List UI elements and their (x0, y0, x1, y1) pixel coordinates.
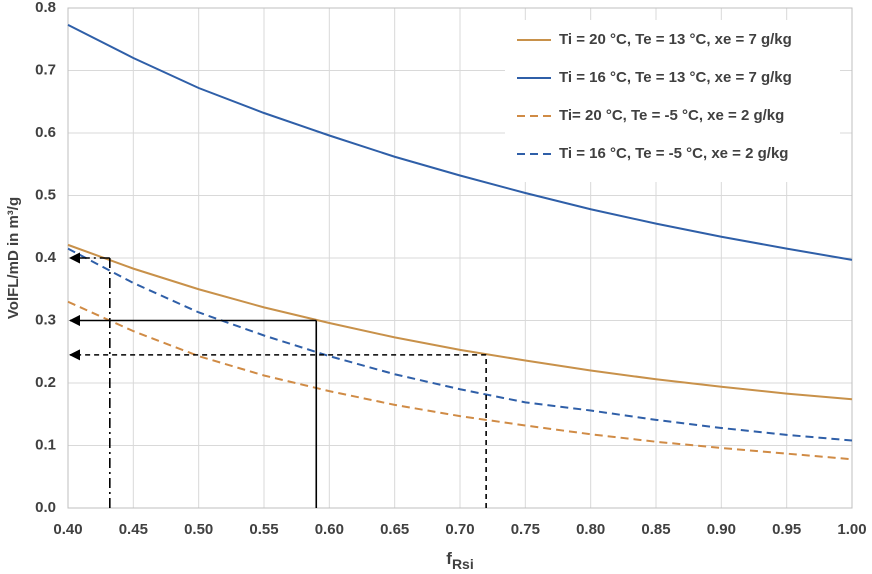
x-tick-label: 0.70 (445, 521, 474, 538)
x-tick-label: 0.75 (511, 521, 540, 538)
y-axis-title: VolFL/mD in m³/g (5, 197, 22, 319)
x-axis-title: fRsi (446, 549, 473, 571)
x-tick-label: 0.45 (119, 521, 148, 538)
plot-border (67, 7, 853, 509)
y-tick-label: 0.7 (35, 61, 56, 78)
legend-label: Ti = 16 °C, Te = 13 °C, xe = 7 g/kg (559, 69, 792, 86)
x-tick-label: 0.85 (641, 521, 670, 538)
series-line (67, 243, 853, 401)
legend: Ti = 20 °C, Te = 13 °C, xe = 7 g/kg Ti = … (505, 20, 840, 182)
plot (67, 23, 853, 461)
y-tick-label: 0.2 (35, 374, 56, 391)
legend-label: Ti = 16 °C, Te = -5 °C, xe = 2 g/kg (559, 145, 788, 162)
series-line (67, 300, 853, 461)
x-tick-label: 0.65 (380, 521, 409, 538)
legend-label: Ti = 20 °C, Te = 13 °C, xe = 7 g/kg (559, 31, 792, 48)
x-tick-label: 0.40 (53, 521, 82, 538)
x-tick-label: 0.90 (707, 521, 736, 538)
x-tick-label: 0.80 (576, 521, 605, 538)
guides (68, 252, 487, 508)
y-tick-label: 0.1 (35, 436, 56, 453)
y-tick-label: 0.5 (35, 186, 56, 203)
series-line (67, 23, 853, 261)
y-tick-label: 0.0 (35, 499, 56, 516)
grid (67, 7, 853, 509)
x-tick-label: 0.50 (184, 521, 213, 538)
x-axis-title-sub: Rsi (452, 556, 474, 572)
x-axis-title-main: f (446, 549, 452, 568)
y-tick-label: 0.8 (35, 0, 56, 16)
x-tick-label: 1.00 (837, 521, 866, 538)
y-tick-label: 0.4 (35, 249, 57, 266)
legend-label: Ti= 20 °C, Te = -5 °C, xe = 2 g/kg (559, 107, 784, 124)
x-tick-label: 0.95 (772, 521, 801, 538)
y-tick-label: 0.3 (35, 311, 56, 328)
legend-box (505, 20, 840, 182)
y-tick-label: 0.6 (35, 124, 56, 141)
x-tick-label: 0.55 (249, 521, 278, 538)
series-line (67, 247, 853, 442)
x-tick-label: 0.60 (315, 521, 344, 538)
